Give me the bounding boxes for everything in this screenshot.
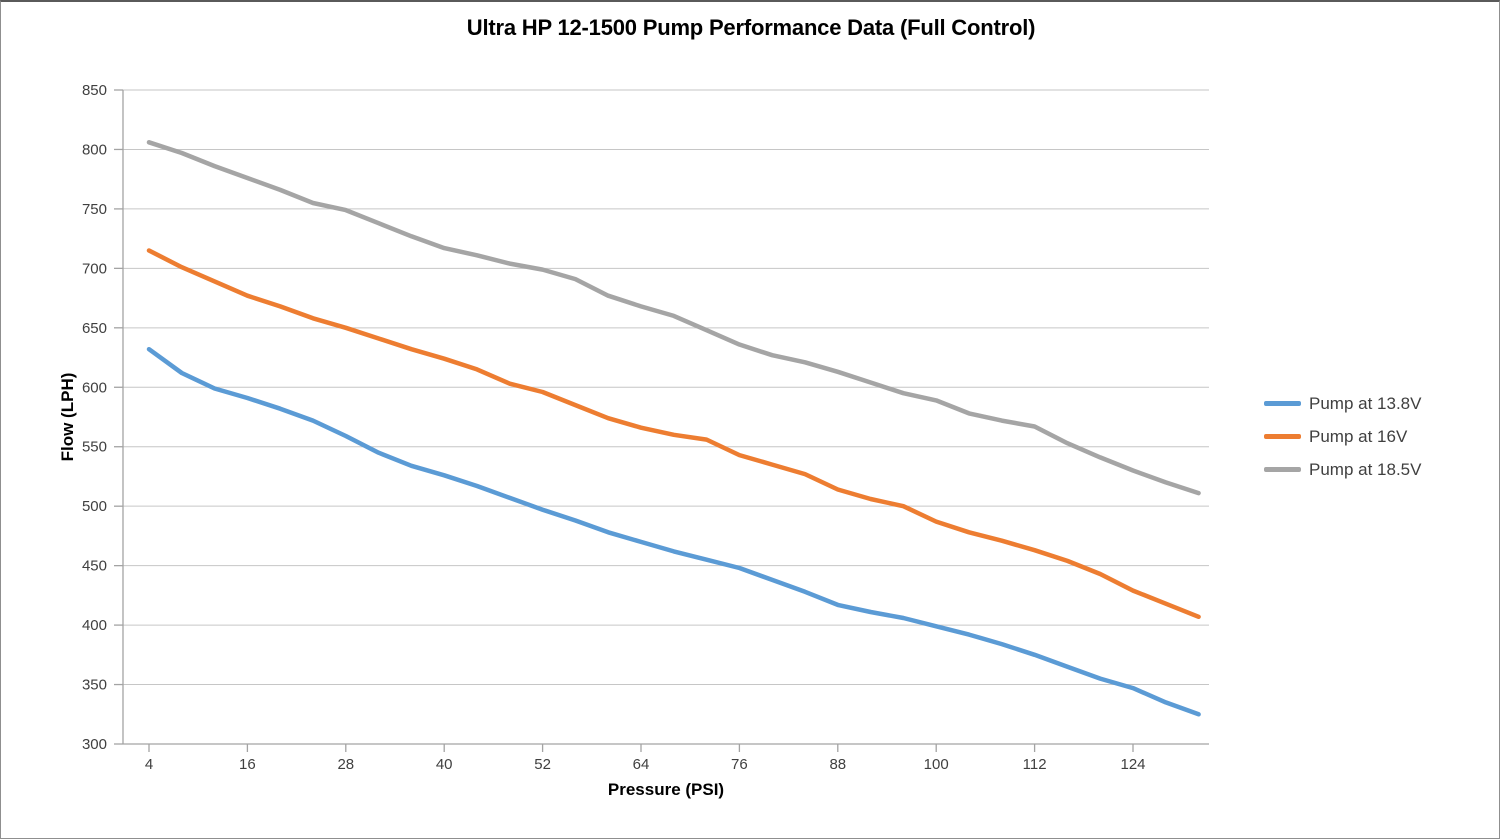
x-tick-label: 16 xyxy=(239,756,256,773)
legend-item-pump-18-5v: Pump at 18.5V xyxy=(1264,453,1421,486)
x-tick-label: 112 xyxy=(1023,756,1047,773)
legend-line-swatch-gray xyxy=(1264,467,1301,472)
x-tick-label: 28 xyxy=(337,756,354,773)
legend-line-swatch-blue xyxy=(1264,401,1301,406)
x-tick-label: 52 xyxy=(534,756,551,773)
x-tick-label: 64 xyxy=(633,756,650,773)
x-axis-title: Pressure (PSI) xyxy=(607,780,725,799)
y-tick-label: 500 xyxy=(82,498,107,515)
x-tick-label: 88 xyxy=(829,756,846,773)
series-line-pump-at-18-5v xyxy=(146,140,1201,496)
series-line-pump-at-13-8v xyxy=(146,346,1201,717)
legend-item-pump-13-8v: Pump at 13.8V xyxy=(1264,387,1421,420)
chart-title: Ultra HP 12-1500 Pump Performance Data (… xyxy=(466,15,1036,40)
y-tick-label: 750 xyxy=(82,201,107,218)
x-tick-label: 100 xyxy=(924,756,949,773)
y-tick-label: 850 xyxy=(82,82,107,99)
y-tick-label: 700 xyxy=(82,260,107,277)
x-tick-label: 4 xyxy=(145,756,153,773)
legend-line-swatch-orange xyxy=(1264,434,1301,439)
x-tick-label: 76 xyxy=(731,756,748,773)
series-line-pump-at-16v xyxy=(146,248,1201,620)
x-tick-label: 124 xyxy=(1120,756,1145,773)
y-tick-label: 600 xyxy=(82,379,107,396)
y-tick-label: 300 xyxy=(82,736,107,753)
x-tick-label: 40 xyxy=(436,756,453,773)
y-tick-label: 800 xyxy=(82,141,107,158)
legend-label: Pump at 18.5V xyxy=(1309,459,1422,479)
legend-item-pump-16v: Pump at 16V xyxy=(1264,420,1421,453)
y-tick-label: 350 xyxy=(82,677,107,694)
y-tick-label: 550 xyxy=(82,439,107,456)
legend-label: Pump at 16V xyxy=(1309,426,1408,446)
y-tick-label: 400 xyxy=(82,617,107,634)
legend: Pump at 13.8V Pump at 16V Pump at 18.5V xyxy=(1264,387,1421,486)
y-tick-label: 650 xyxy=(82,320,107,337)
y-tick-label: 450 xyxy=(82,558,107,575)
legend-label: Pump at 13.8V xyxy=(1309,393,1422,413)
